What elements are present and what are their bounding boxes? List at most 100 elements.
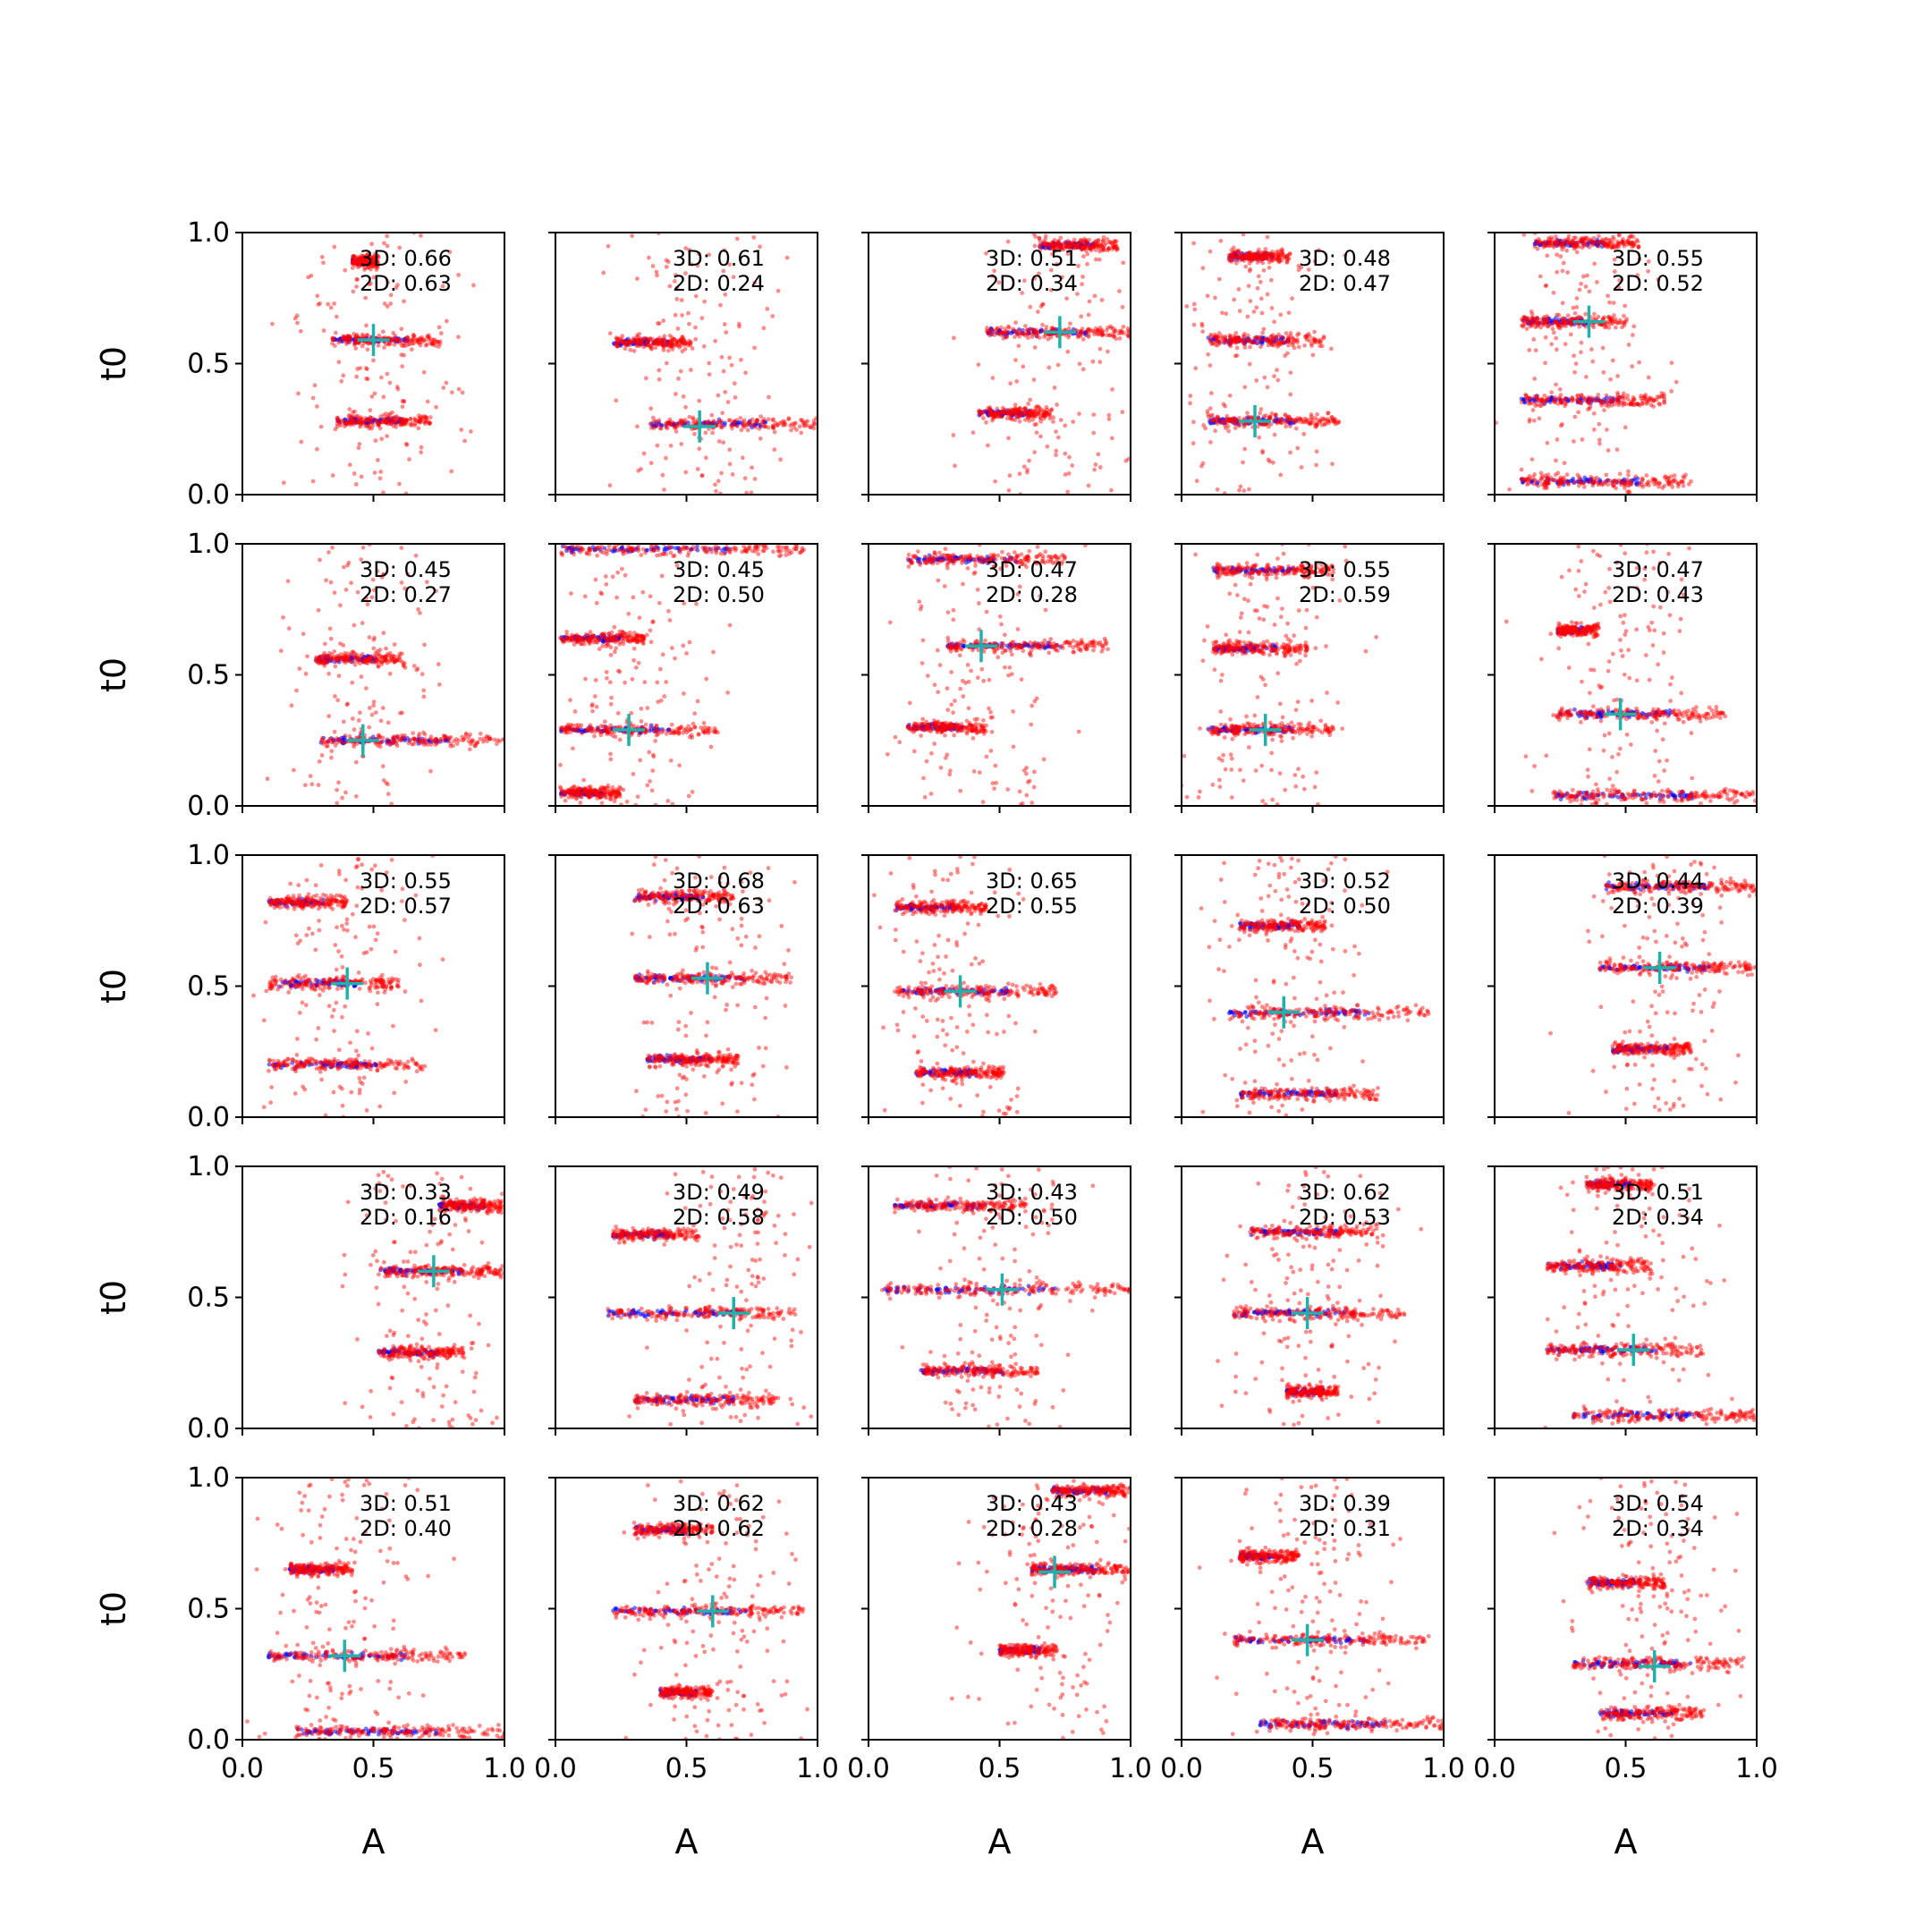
red-point bbox=[461, 738, 465, 743]
red-point bbox=[366, 265, 371, 270]
red-point bbox=[1554, 319, 1559, 325]
red-point bbox=[614, 342, 619, 347]
red-point bbox=[1326, 411, 1331, 415]
red-point bbox=[1236, 335, 1241, 341]
red-point bbox=[1200, 461, 1206, 466]
red-point bbox=[1614, 397, 1620, 402]
red-point bbox=[1659, 391, 1665, 395]
red-point bbox=[371, 263, 376, 268]
red-point bbox=[1055, 333, 1060, 338]
red-point bbox=[344, 334, 349, 339]
red-point bbox=[419, 337, 424, 342]
red-point bbox=[361, 341, 367, 345]
red-point bbox=[346, 651, 351, 657]
red-point bbox=[1535, 320, 1540, 325]
red-point bbox=[1634, 402, 1639, 406]
red-point bbox=[1539, 482, 1545, 487]
blue-point bbox=[1558, 478, 1563, 483]
red-point bbox=[1093, 239, 1098, 243]
red-point bbox=[1532, 394, 1538, 399]
red-point bbox=[1017, 409, 1021, 413]
red-point bbox=[1328, 346, 1334, 352]
red-point bbox=[1674, 479, 1679, 485]
red-point bbox=[1261, 250, 1267, 255]
red-point bbox=[403, 441, 409, 446]
red-point bbox=[354, 255, 360, 259]
red-point bbox=[352, 260, 357, 266]
red-point bbox=[1615, 398, 1620, 403]
red-point bbox=[1640, 477, 1646, 482]
red-point bbox=[1662, 397, 1667, 402]
red-point bbox=[1086, 327, 1090, 333]
red-point bbox=[1620, 240, 1625, 245]
red-point bbox=[408, 417, 413, 421]
red-point bbox=[422, 738, 428, 743]
red-point bbox=[1667, 479, 1673, 484]
red-point bbox=[1561, 260, 1566, 266]
red-point bbox=[343, 337, 349, 343]
red-point bbox=[375, 743, 380, 748]
red-point bbox=[736, 321, 741, 326]
red-point bbox=[416, 733, 421, 739]
red-point bbox=[1264, 252, 1269, 257]
red-point bbox=[688, 368, 693, 372]
red-point bbox=[1231, 245, 1236, 250]
red-point bbox=[1260, 255, 1266, 260]
red-point bbox=[660, 343, 665, 348]
red-point bbox=[352, 256, 358, 260]
red-point bbox=[1640, 476, 1645, 481]
red-point bbox=[703, 455, 708, 461]
red-point bbox=[747, 420, 752, 426]
red-point bbox=[1292, 417, 1298, 422]
red-point bbox=[392, 659, 397, 665]
red-point bbox=[1017, 419, 1022, 424]
red-point bbox=[1052, 326, 1057, 332]
red-point bbox=[1247, 487, 1251, 492]
red-point bbox=[1542, 242, 1546, 248]
red-point bbox=[375, 458, 380, 462]
red-point bbox=[631, 335, 636, 341]
red-point bbox=[360, 253, 366, 258]
red-point bbox=[1539, 397, 1545, 402]
red-point bbox=[624, 343, 629, 348]
red-point bbox=[1256, 258, 1260, 263]
red-point bbox=[1559, 241, 1564, 246]
red-point bbox=[427, 420, 432, 426]
red-point bbox=[1546, 480, 1551, 486]
red-point bbox=[1229, 253, 1234, 258]
red-point bbox=[1074, 245, 1080, 250]
red-point bbox=[1565, 237, 1571, 242]
blue-point bbox=[1027, 412, 1031, 418]
red-point bbox=[1044, 404, 1049, 410]
red-point bbox=[1583, 284, 1589, 289]
red-point bbox=[406, 741, 411, 746]
red-point bbox=[363, 366, 369, 371]
red-point bbox=[1646, 268, 1650, 274]
red-point bbox=[1570, 242, 1575, 248]
red-point bbox=[1527, 318, 1531, 324]
blue-point bbox=[430, 739, 436, 744]
red-point bbox=[1246, 252, 1251, 258]
red-point bbox=[405, 343, 411, 347]
red-point bbox=[1018, 411, 1023, 416]
red-point bbox=[1117, 289, 1122, 293]
red-point bbox=[449, 469, 454, 474]
red-point bbox=[367, 282, 372, 287]
red-point bbox=[415, 337, 420, 343]
red-point bbox=[373, 710, 378, 716]
blue-point bbox=[384, 419, 389, 425]
red-point bbox=[1080, 247, 1085, 252]
red-point bbox=[402, 665, 408, 670]
red-point bbox=[1657, 484, 1661, 489]
red-point bbox=[417, 610, 422, 615]
red-point bbox=[1540, 399, 1546, 404]
red-point bbox=[333, 664, 338, 669]
red-point bbox=[1589, 478, 1594, 483]
red-point bbox=[1628, 241, 1633, 245]
red-point bbox=[669, 338, 674, 343]
red-point bbox=[1108, 324, 1114, 329]
red-point bbox=[1545, 253, 1550, 258]
red-point bbox=[427, 420, 432, 426]
red-point bbox=[1292, 345, 1297, 351]
red-point bbox=[1096, 238, 1101, 243]
